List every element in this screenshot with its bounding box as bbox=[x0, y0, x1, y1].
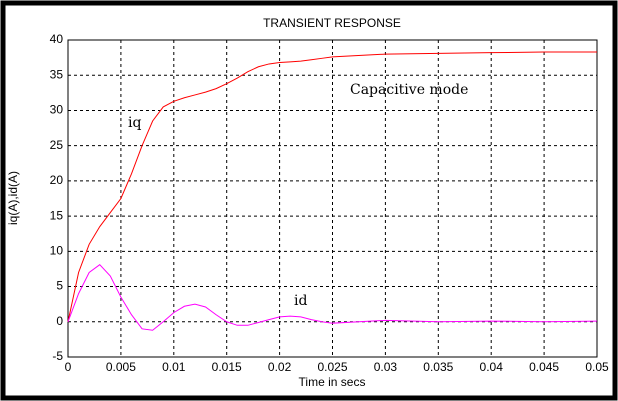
x-tick-label: 0.025 bbox=[317, 360, 347, 374]
annotation: Capacitive mode bbox=[350, 82, 468, 98]
y-tick-label: 20 bbox=[50, 173, 64, 187]
series-line bbox=[67, 264, 598, 331]
y-tick-label: 35 bbox=[50, 67, 64, 81]
x-tick-label: 0.045 bbox=[529, 360, 559, 374]
y-tick-label: 10 bbox=[50, 244, 64, 258]
y-tick-label: 25 bbox=[50, 138, 64, 152]
y-axis-label: iq(A),id(A) bbox=[6, 171, 20, 225]
x-tick-label: 0.02 bbox=[268, 360, 292, 374]
chart-title: TRANSIENT RESPONSE bbox=[263, 16, 401, 30]
annotation: iq bbox=[128, 115, 141, 131]
y-tick-label: 40 bbox=[50, 32, 64, 46]
y-tick-label: 5 bbox=[56, 279, 63, 293]
x-tick-label: 0.035 bbox=[423, 360, 453, 374]
series-line bbox=[67, 51, 597, 322]
x-tick-label: 0.005 bbox=[106, 360, 136, 374]
x-tick-label: 0.015 bbox=[212, 360, 242, 374]
x-tick-label: 0.03 bbox=[374, 360, 398, 374]
y-tick-label: -5 bbox=[52, 349, 63, 363]
x-axis-label: Time in secs bbox=[299, 375, 366, 389]
x-tick-label: 0 bbox=[65, 360, 72, 374]
x-tick-label: 0.04 bbox=[480, 360, 504, 374]
y-tick-label: 30 bbox=[50, 103, 64, 117]
annotation: id bbox=[294, 293, 307, 309]
x-tick-label: 0.01 bbox=[162, 360, 186, 374]
y-tick-label: 0 bbox=[56, 314, 63, 328]
x-tick-label: 0.05 bbox=[585, 360, 609, 374]
y-tick-label: 15 bbox=[50, 208, 64, 222]
axes-box bbox=[67, 39, 598, 358]
